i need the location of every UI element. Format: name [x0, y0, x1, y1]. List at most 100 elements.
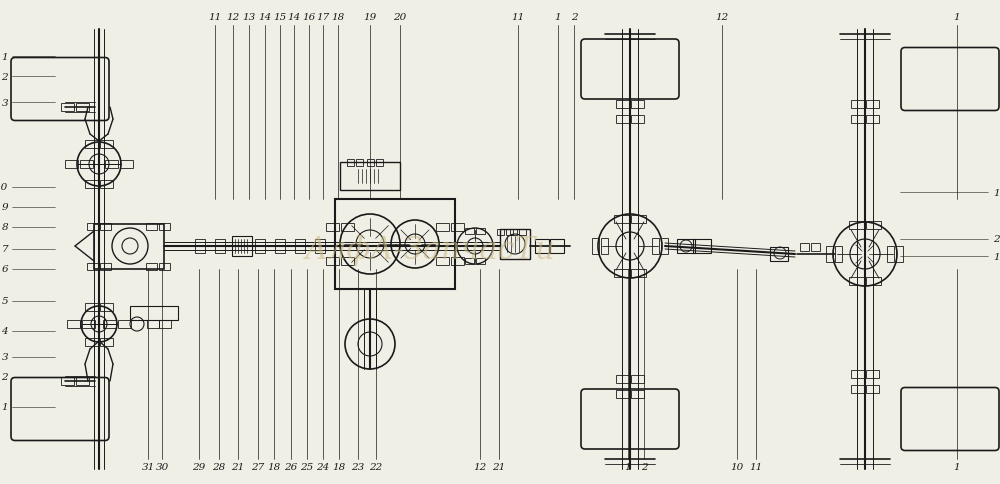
Text: 29: 29: [192, 463, 206, 471]
Text: 2: 2: [641, 463, 647, 471]
Bar: [592, 239, 599, 255]
Bar: [451, 224, 464, 231]
Bar: [693, 240, 711, 254]
Bar: [497, 229, 504, 236]
Bar: [100, 224, 111, 230]
Bar: [326, 257, 339, 265]
Bar: [100, 338, 113, 346]
Bar: [147, 320, 159, 328]
Bar: [87, 224, 98, 230]
Text: 1: 1: [954, 14, 960, 22]
Bar: [631, 101, 644, 109]
Bar: [616, 101, 629, 109]
Bar: [341, 257, 354, 265]
Text: 1: 1: [1, 403, 8, 412]
Bar: [631, 270, 646, 277]
Bar: [347, 160, 354, 166]
Bar: [631, 116, 644, 124]
Bar: [550, 240, 564, 254]
Bar: [465, 228, 474, 235]
Bar: [82, 320, 95, 328]
Bar: [76, 377, 89, 385]
Text: 2: 2: [1, 72, 8, 81]
Bar: [500, 229, 530, 259]
Text: 11: 11: [993, 188, 1000, 197]
Bar: [677, 240, 695, 254]
Text: 21: 21: [231, 463, 245, 471]
Text: АлфА-ЗапчасТи: АлфА-ЗапчасТи: [305, 234, 555, 265]
Text: 22: 22: [369, 463, 383, 471]
Bar: [866, 370, 879, 378]
Text: 10: 10: [0, 183, 8, 192]
Text: 21: 21: [492, 463, 506, 471]
Text: 19: 19: [363, 14, 377, 22]
Bar: [100, 181, 113, 189]
Bar: [631, 215, 646, 224]
Bar: [631, 375, 644, 383]
Text: 3: 3: [1, 98, 8, 107]
Bar: [65, 161, 78, 168]
Text: 5: 5: [1, 297, 8, 306]
Text: 1: 1: [954, 463, 960, 471]
Bar: [849, 277, 864, 286]
Bar: [436, 257, 449, 265]
Bar: [326, 224, 339, 231]
Text: 28: 28: [212, 463, 226, 471]
Text: 23: 23: [351, 463, 365, 471]
Text: 26: 26: [284, 463, 298, 471]
Bar: [255, 240, 265, 254]
Bar: [826, 246, 833, 262]
Bar: [510, 229, 517, 236]
Text: 8: 8: [1, 223, 8, 232]
Bar: [835, 246, 842, 262]
Bar: [87, 263, 98, 271]
Bar: [85, 303, 98, 311]
Text: 13: 13: [242, 14, 256, 22]
Bar: [120, 161, 133, 168]
Bar: [652, 239, 659, 255]
Text: 16: 16: [302, 14, 316, 22]
Text: 4: 4: [1, 327, 8, 336]
Bar: [146, 263, 157, 271]
Text: 7: 7: [1, 245, 8, 254]
Text: 2: 2: [1, 373, 8, 382]
Bar: [94, 225, 164, 270]
Bar: [76, 104, 89, 112]
Bar: [614, 215, 629, 224]
Bar: [340, 163, 400, 191]
Bar: [100, 263, 111, 271]
Text: 2: 2: [571, 14, 577, 22]
Text: 18: 18: [331, 14, 345, 22]
Text: 25: 25: [300, 463, 314, 471]
Bar: [103, 320, 116, 328]
Bar: [80, 161, 93, 168]
Text: 27: 27: [251, 463, 265, 471]
Bar: [601, 239, 608, 255]
Bar: [85, 141, 98, 149]
Text: 24: 24: [316, 463, 330, 471]
Bar: [866, 116, 879, 124]
Text: 12: 12: [226, 14, 240, 22]
Text: 12: 12: [473, 463, 487, 471]
Bar: [519, 229, 526, 236]
Bar: [315, 240, 325, 254]
Bar: [465, 258, 474, 264]
Text: 10: 10: [993, 252, 1000, 261]
Text: 31: 31: [141, 463, 155, 471]
Bar: [436, 224, 449, 231]
Bar: [849, 222, 864, 229]
Bar: [896, 246, 903, 262]
Bar: [130, 306, 178, 320]
Bar: [85, 338, 98, 346]
Bar: [535, 240, 549, 254]
Bar: [811, 243, 820, 252]
Bar: [195, 240, 205, 254]
Text: 15: 15: [273, 14, 287, 22]
Bar: [800, 243, 809, 252]
Text: 6: 6: [1, 265, 8, 274]
Bar: [118, 320, 131, 328]
Bar: [215, 240, 225, 254]
Bar: [100, 141, 113, 149]
Bar: [105, 161, 118, 168]
Bar: [887, 246, 894, 262]
